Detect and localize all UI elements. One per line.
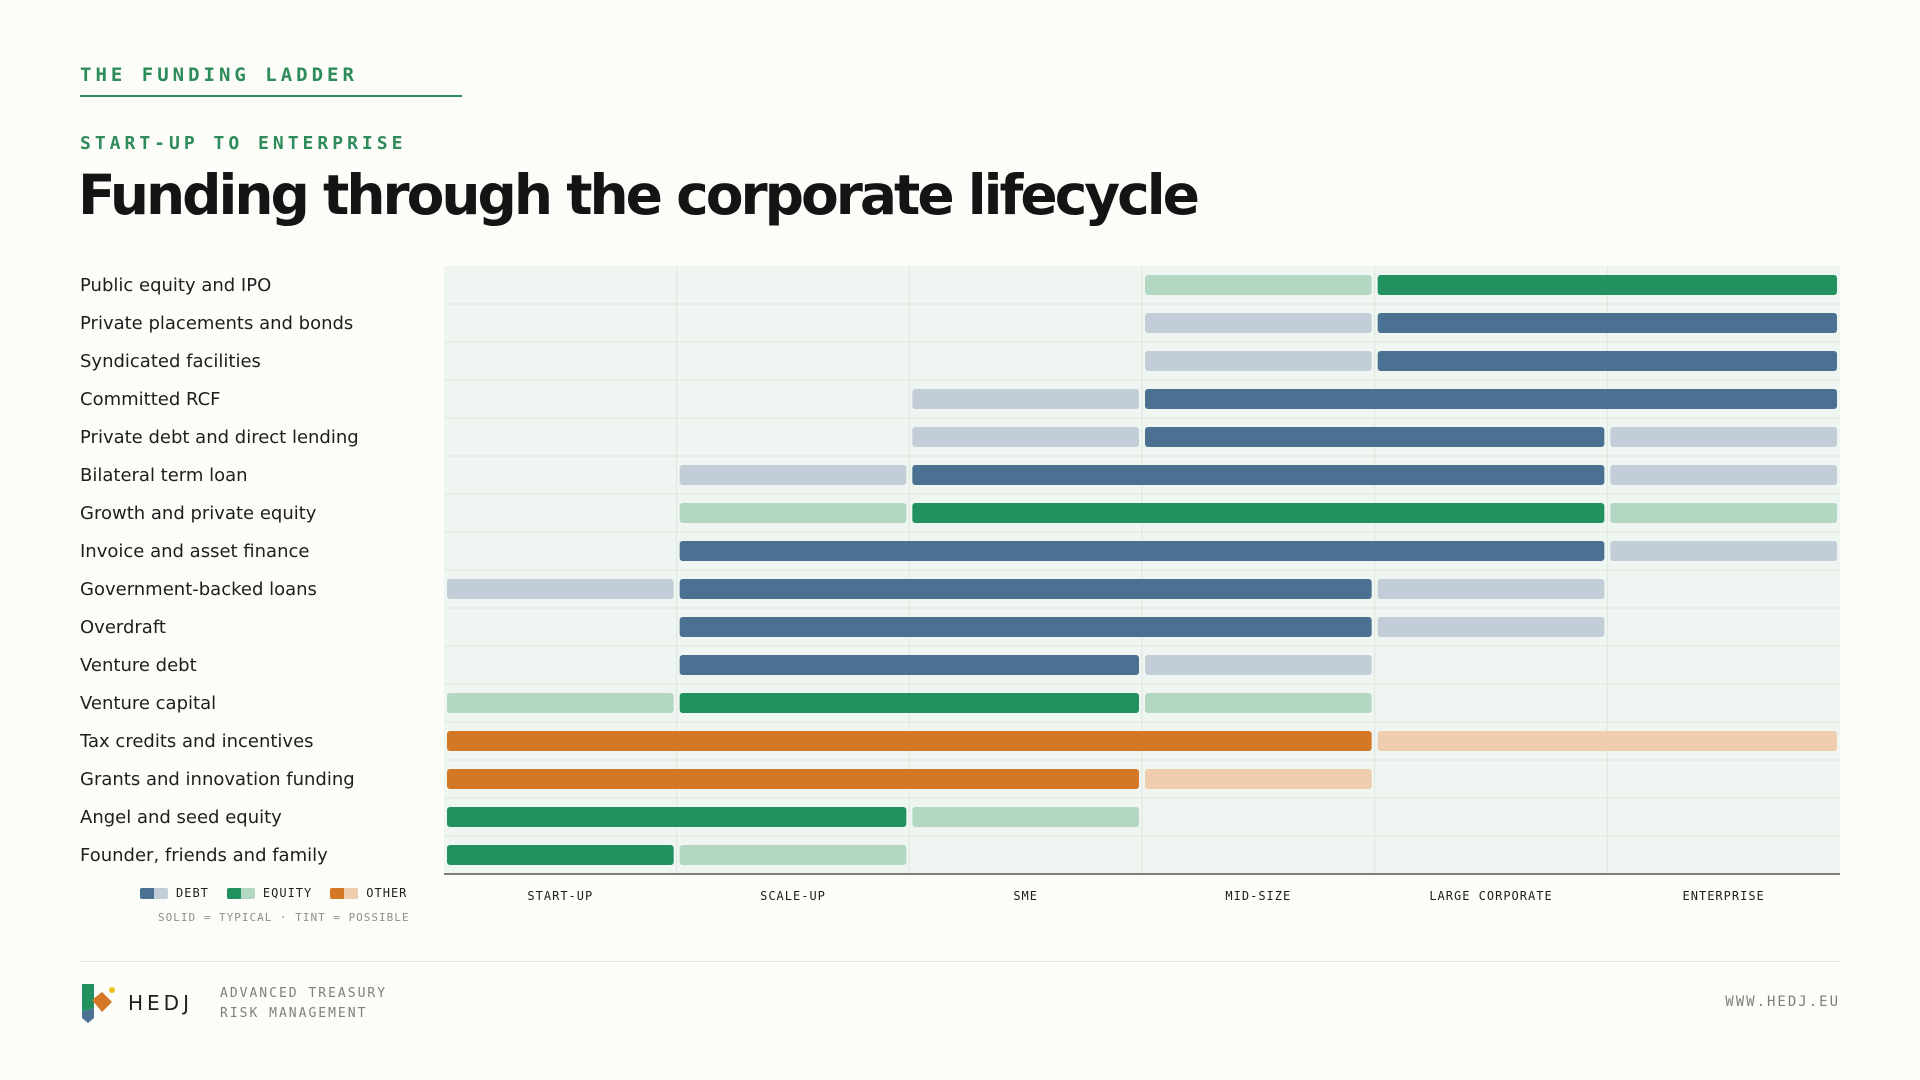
website-url[interactable]: WWW.HEDJ.EU [1725, 994, 1840, 1010]
row-label: Private placements and bonds [80, 313, 353, 334]
row-label: Growth and private equity [80, 503, 317, 524]
row-label: Committed RCF [80, 389, 221, 410]
row-label: Tax credits and incentives [79, 731, 314, 752]
stage-label: SME [1013, 889, 1038, 903]
row-label: Invoice and asset finance [80, 541, 309, 562]
row-label: Venture capital [80, 693, 216, 714]
row-label: Venture debt [80, 655, 197, 676]
legend-debt-swatch [140, 887, 168, 899]
funding-bar-typical [1377, 313, 1837, 333]
stage-label: MID-SIZE [1225, 889, 1291, 903]
funding-bar-typical [1377, 275, 1837, 295]
chart-legend: DEBT EQUITY OTHER [140, 886, 407, 900]
legend-debt-label: DEBT [176, 886, 209, 900]
stage-label: SCALE-UP [760, 889, 826, 903]
brand-tagline: ADVANCED TREASURY RISK MANAGEMENT [220, 984, 387, 1024]
row-label: Overdraft [80, 617, 166, 638]
row-label: Government-backed loans [80, 579, 317, 600]
funding-bar-typical [447, 769, 1139, 789]
funding-bar-possible [1145, 693, 1372, 713]
row-label: Founder, friends and family [80, 845, 328, 866]
funding-bar-possible [1610, 541, 1837, 561]
funding-bar-possible [1145, 769, 1372, 789]
legend-other-label: OTHER [366, 886, 408, 900]
funding-bar-possible [912, 427, 1139, 447]
funding-bar-possible [447, 579, 674, 599]
funding-bar-typical [447, 731, 1372, 751]
legend-debt: DEBT [140, 886, 209, 900]
row-label: Grants and innovation funding [80, 769, 355, 790]
row-label: Angel and seed equity [80, 807, 282, 828]
funding-bar-typical [912, 503, 1605, 523]
page-subtitle: START-UP TO ENTERPRISE [80, 133, 407, 154]
funding-bar-possible [1610, 503, 1837, 523]
funding-bar-typical [679, 579, 1372, 599]
row-label: Private debt and direct lending [80, 427, 359, 448]
funding-bar-possible [912, 807, 1139, 827]
funding-bar-possible [679, 503, 907, 523]
eyebrow-label: THE FUNDING LADDER [80, 64, 358, 86]
funding-bar-possible [679, 465, 907, 485]
stage-label: LARGE CORPORATE [1429, 889, 1552, 903]
funding-bar-possible [912, 389, 1139, 409]
funding-bar-possible [447, 693, 674, 713]
funding-bar-typical [679, 693, 1139, 713]
footer-divider [80, 961, 1840, 962]
funding-bar-possible [679, 845, 907, 865]
legend-equity-swatch [226, 887, 255, 899]
funding-bar-possible [1145, 351, 1372, 371]
funding-bar-possible [1377, 731, 1837, 751]
funding-bar-typical [447, 845, 674, 865]
funding-bar-possible [1377, 579, 1605, 599]
legend-other-swatch [330, 887, 359, 899]
legend-equity: EQUITY [226, 886, 313, 900]
funding-bar-typical [447, 807, 907, 827]
tagline-line-2: RISK MANAGEMENT [220, 1006, 368, 1021]
funding-bar-possible [1610, 427, 1837, 447]
tagline-line-1: ADVANCED TREASURY [220, 986, 388, 1001]
stage-label: ENTERPRISE [1683, 889, 1765, 903]
stage-label: START-UP [527, 889, 593, 903]
row-label: Syndicated facilities [80, 351, 261, 372]
funding-bar-possible [1145, 313, 1372, 333]
funding-bar-possible [1377, 617, 1605, 637]
brand-name: HEDJ [128, 991, 193, 1015]
funding-bar-typical [679, 655, 1139, 675]
funding-bar-typical [1377, 351, 1837, 371]
legend-note: SOLID = TYPICAL · TINT = POSSIBLE [158, 911, 410, 924]
row-label: Public equity and IPO [80, 275, 271, 296]
legend-other: OTHER [330, 886, 407, 900]
funding-bar-typical [679, 541, 1605, 561]
funding-bar-possible [1145, 275, 1372, 295]
legend-equity-label: EQUITY [262, 886, 313, 900]
page-title: Funding through the corporate lifecycle [78, 163, 1200, 227]
hedj-logo-icon [82, 984, 115, 1023]
brand-logo: HEDJ [80, 982, 193, 1024]
funding-bar-possible [1145, 655, 1372, 675]
row-label: Bilateral term loan [80, 465, 248, 486]
funding-bar-typical [912, 465, 1605, 485]
funding-bar-typical [679, 617, 1372, 637]
funding-bar-possible [1610, 465, 1837, 485]
funding-bar-typical [1145, 389, 1837, 409]
funding-bar-typical [1145, 427, 1605, 447]
eyebrow-underline [80, 95, 462, 97]
